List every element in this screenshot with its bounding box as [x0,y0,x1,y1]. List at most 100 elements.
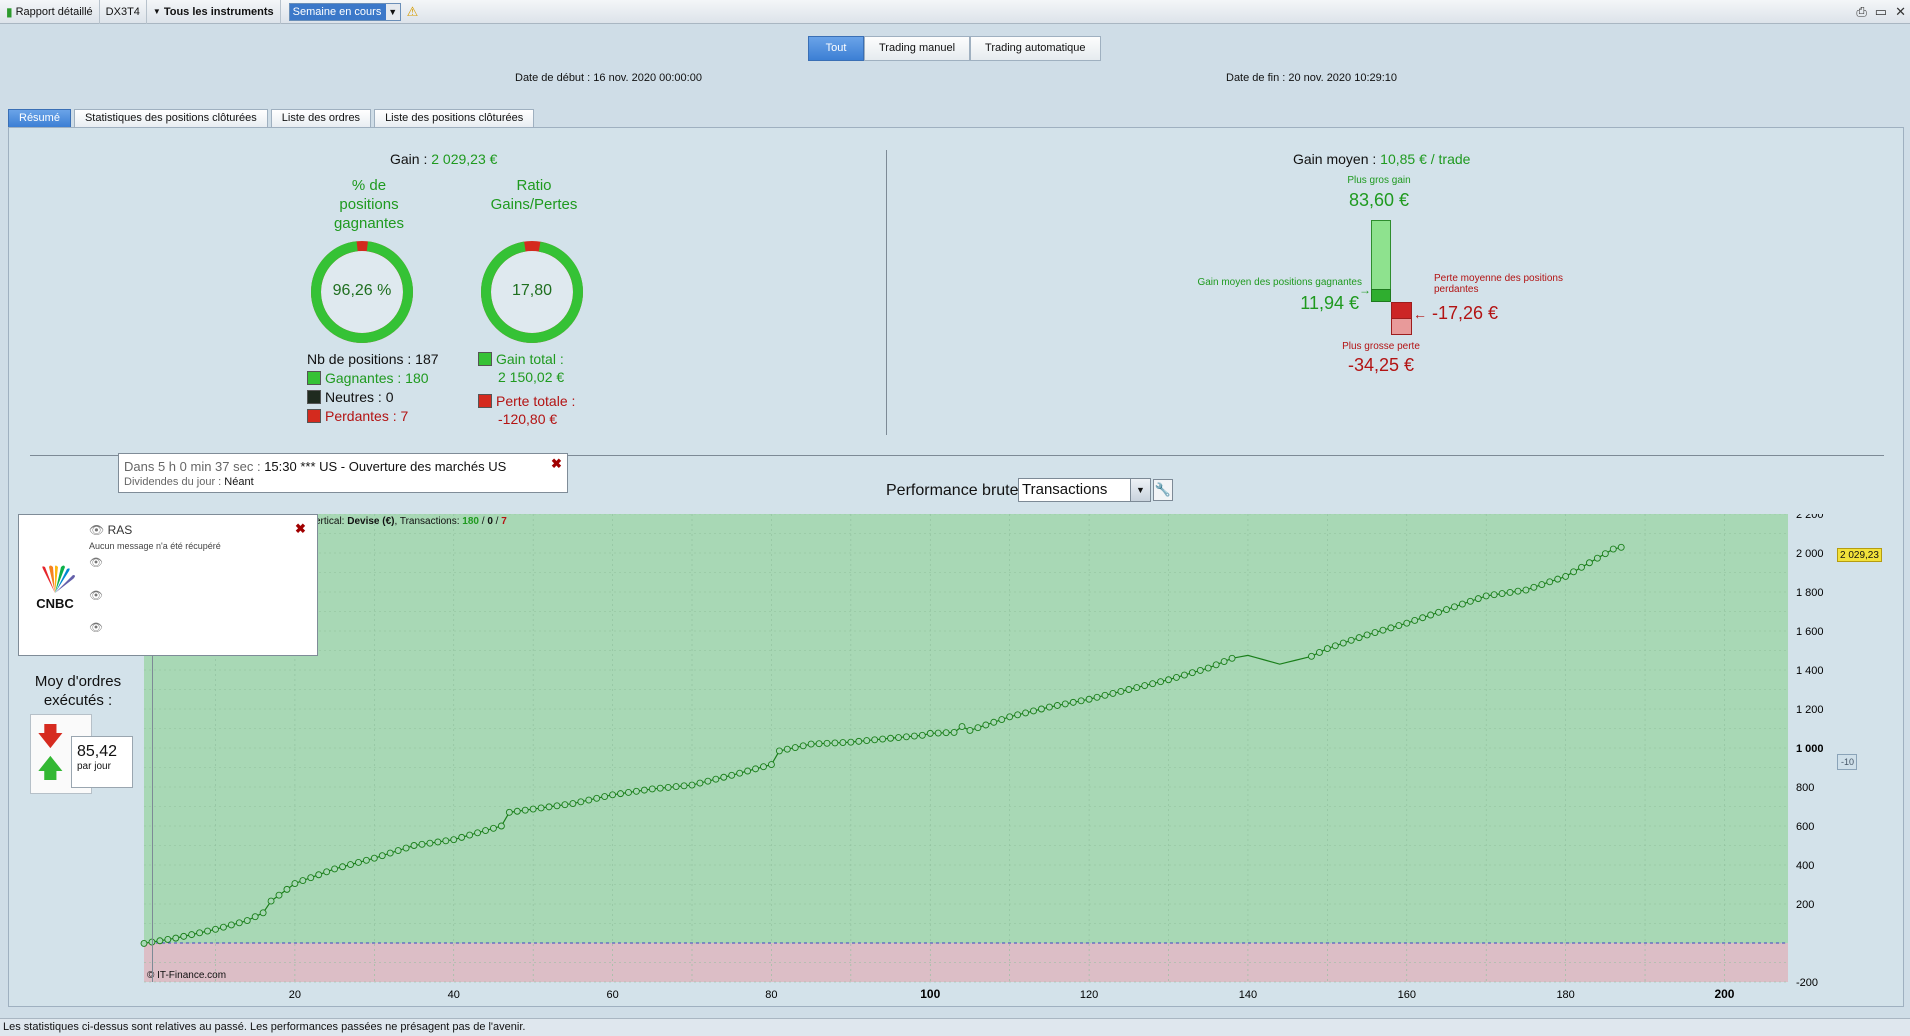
equity-point [807,740,815,748]
close-icon[interactable]: ✖ [551,456,562,471]
equity-point [529,805,537,813]
eye-icon[interactable]: 👁 [89,523,105,537]
chart-mode-select[interactable]: Transactions ▼ [1018,478,1151,502]
tab-automatic[interactable]: Trading automatique [970,36,1101,61]
x-tick-label: 200 [1714,987,1734,1001]
print-icon[interactable]: ⎙ [1856,4,1867,19]
equity-point [418,840,426,848]
equity-point [212,925,219,933]
instruments-dropdown[interactable]: ▼ Tous les instruments [147,0,281,24]
positions-legend: Nb de positions : 187 Gagnantes : 180 Ne… [307,350,439,426]
ratio-value: 17,80 [511,282,553,299]
equity-point [1308,652,1315,660]
arrow-left-icon: ← [1413,306,1427,322]
equity-point [672,783,680,791]
equity-point [394,847,402,855]
avg-win-value: 11,94 € [1300,293,1359,313]
tab-closed-positions[interactable]: Liste des positions clôturées [374,109,535,127]
ratio-ring [481,241,583,343]
winners-item: Gagnantes : 180 [307,369,439,388]
eye-icon[interactable]: 👁 [89,557,103,569]
equity-point [339,863,347,871]
equity-point [1435,608,1443,616]
equity-point [164,935,172,943]
equity-point [1395,622,1403,629]
equity-point [1450,603,1458,611]
equity-point [474,829,482,837]
summary-panel: Gain : 2 029,23 € % de positions gagnant… [8,127,1904,1007]
tab-closed-stats[interactable]: Statistiques des positions clôturées [73,109,268,127]
losers-item: Perdantes : 7 [307,407,439,426]
equity-point [632,787,640,795]
x-tick-label: 80 [765,989,777,1001]
avg-gain-value: 10,85 € / trade [1380,151,1471,167]
equity-point [617,790,624,798]
equity-point [926,729,934,737]
equity-point [1530,583,1538,591]
equity-point [1562,572,1570,580]
period-select[interactable]: Semaine en cours ▼ [288,2,401,21]
close-icon[interactable]: ✖ [295,521,306,536]
x-tick-label: 60 [606,989,618,1001]
equity-point [561,801,569,809]
equity-point [402,844,410,852]
equity-point [553,802,561,810]
x-tick-label: 180 [1556,989,1574,1001]
report-button[interactable]: ▮ Rapport détaillé [0,0,100,24]
equity-point [855,737,863,745]
tab-summary[interactable]: Résumé [8,109,71,127]
equity-point [1037,705,1045,713]
warning-icon[interactable]: ⚠ [406,3,419,19]
equity-point [489,824,497,832]
equity-point [1498,590,1506,598]
chart-icon: ▮ [6,4,13,19]
eye-icon[interactable]: 👁 [89,590,103,602]
chart-legend: ertical: Devise (€), Transactions: 180 /… [315,516,507,527]
equity-point [1570,568,1578,576]
winners-label: Gagnantes : 180 [325,370,429,386]
equity-point [577,798,585,806]
tab-orders[interactable]: Liste des ordres [270,109,372,127]
last-value-badge: 2 029,23 [1837,548,1882,562]
equity-point [466,831,474,839]
equity-point [1617,543,1625,551]
arrow-down-icon: 🡇 [37,721,64,751]
equity-point [370,854,378,862]
tab-manual[interactable]: Trading manuel [864,36,971,61]
equity-point [521,806,529,814]
equity-point [902,733,910,741]
account-button[interactable]: DX3T4 [100,0,147,24]
equity-point [815,740,823,748]
equity-point [680,782,688,790]
vertical-divider [886,150,887,435]
winning-pct-donut: 96,26 % [310,240,414,344]
wrench-icon[interactable]: 🔧 [1153,479,1173,501]
equity-point [736,769,744,777]
restore-icon[interactable]: ▭ [1874,4,1888,19]
equity-point [299,877,307,885]
equity-point [354,859,362,866]
equity-point [1030,707,1037,715]
avg-win-label: Gain moyen des positions gagnantes [1197,277,1362,288]
equity-point [1022,709,1030,717]
equity-points [140,543,1625,947]
equity-point [728,771,736,779]
equity-point [482,827,489,834]
close-icon[interactable]: ✕ [1895,4,1906,19]
equity-point [625,789,632,796]
equity-point [863,737,871,745]
tab-all[interactable]: Tout [808,36,864,61]
equity-point [426,839,434,847]
avg-win-bar [1371,289,1391,302]
equity-point [1204,664,1212,672]
equity-point [1093,693,1101,701]
equity-point [1474,595,1482,603]
equity-point [1117,687,1125,695]
equity-point [998,716,1006,723]
gain-label: Gain : [390,151,428,167]
equity-point [1419,614,1427,622]
equity-point [442,837,450,845]
equity-point [744,767,752,775]
total-loss-item: Perte totale : [478,392,575,410]
eye-icon[interactable]: 👁 [89,622,103,634]
